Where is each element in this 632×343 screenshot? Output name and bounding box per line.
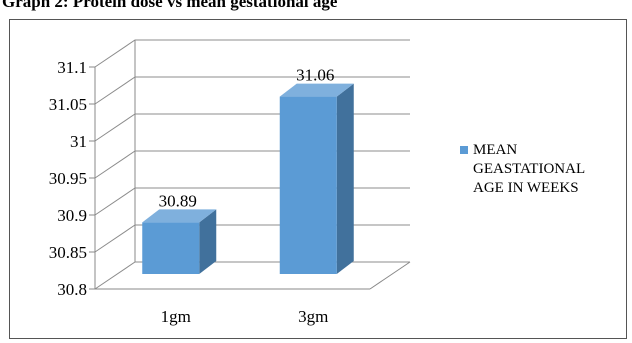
- gridline: [94, 76, 410, 105]
- y-tick-label: 31.05: [49, 95, 87, 114]
- data-labels: 30.89 31.06: [159, 66, 335, 211]
- data-label: 30.89: [159, 191, 197, 210]
- bars: [142, 83, 354, 274]
- x-category-label: 3gm: [298, 307, 328, 326]
- bar-top: [279, 83, 354, 97]
- x-axis-categories: 1gm 3gm: [161, 307, 329, 326]
- y-tick-label: 31: [70, 132, 87, 151]
- data-label: 31.06: [296, 66, 334, 85]
- x-category-label: 1gm: [161, 307, 191, 326]
- floor-right-edge: [369, 261, 411, 290]
- chart-frame: [9, 19, 627, 339]
- legend: MEAN GEASTATIONAL AGE IN WEEKS: [460, 142, 585, 196]
- y-tick-label: 30.85: [49, 243, 87, 262]
- y-tick-label: 31.1: [57, 58, 87, 77]
- bar-side: [336, 83, 354, 274]
- bar: [142, 222, 200, 274]
- y-tick-label: 30.8: [57, 280, 87, 299]
- gridline: [94, 187, 410, 216]
- legend-label: MEAN GEASTATIONAL AGE IN WEEKS: [473, 142, 585, 196]
- bar-top: [142, 209, 217, 223]
- figure-caption: Graph 2: Protein dose vs mean gestationa…: [2, 0, 338, 11]
- y-axis-ticks: 30.8 30.85 30.9 30.95 31 31.05 31.1: [49, 58, 95, 299]
- bar-side: [199, 209, 217, 274]
- legend-swatch: [460, 146, 468, 154]
- gridline: [94, 113, 410, 142]
- gridline: [94, 150, 410, 179]
- y-tick-label: 30.95: [49, 169, 87, 188]
- bar: [279, 96, 337, 274]
- gridline: [94, 39, 410, 68]
- y-tick-label: 30.9: [57, 206, 87, 225]
